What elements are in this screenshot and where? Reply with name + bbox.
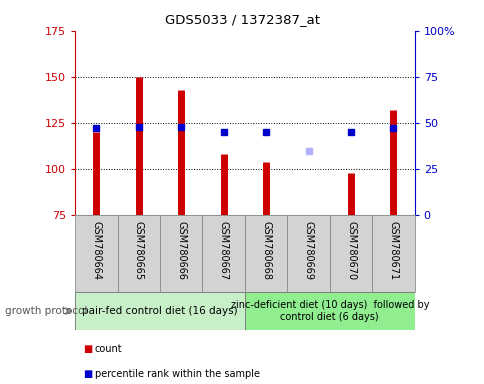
Text: GSM780665: GSM780665 xyxy=(134,221,144,280)
Text: pair-fed control diet (16 days): pair-fed control diet (16 days) xyxy=(82,306,237,316)
Bar xyxy=(75,215,117,292)
Bar xyxy=(160,215,202,292)
Bar xyxy=(75,292,244,330)
Text: percentile rank within the sample: percentile rank within the sample xyxy=(94,369,259,379)
Text: ■: ■ xyxy=(82,369,92,379)
Bar xyxy=(329,215,372,292)
Bar xyxy=(372,215,414,292)
Text: GDS5033 / 1372387_at: GDS5033 / 1372387_at xyxy=(165,13,319,26)
Text: ■: ■ xyxy=(82,344,92,354)
Text: GSM780667: GSM780667 xyxy=(218,221,228,280)
Text: GSM780666: GSM780666 xyxy=(176,221,186,280)
Text: GSM780668: GSM780668 xyxy=(260,221,271,280)
Text: growth protocol: growth protocol xyxy=(5,306,87,316)
Text: GSM780670: GSM780670 xyxy=(345,221,355,280)
Bar xyxy=(117,215,160,292)
Text: GSM780664: GSM780664 xyxy=(91,221,101,280)
Bar xyxy=(287,215,329,292)
Bar xyxy=(202,215,244,292)
Bar xyxy=(244,215,287,292)
Text: GSM780669: GSM780669 xyxy=(303,221,313,280)
Text: GSM780671: GSM780671 xyxy=(388,221,398,280)
Bar xyxy=(244,292,414,330)
Text: count: count xyxy=(94,344,122,354)
Text: zinc-deficient diet (10 days)  followed by
control diet (6 days): zinc-deficient diet (10 days) followed b… xyxy=(230,300,428,322)
